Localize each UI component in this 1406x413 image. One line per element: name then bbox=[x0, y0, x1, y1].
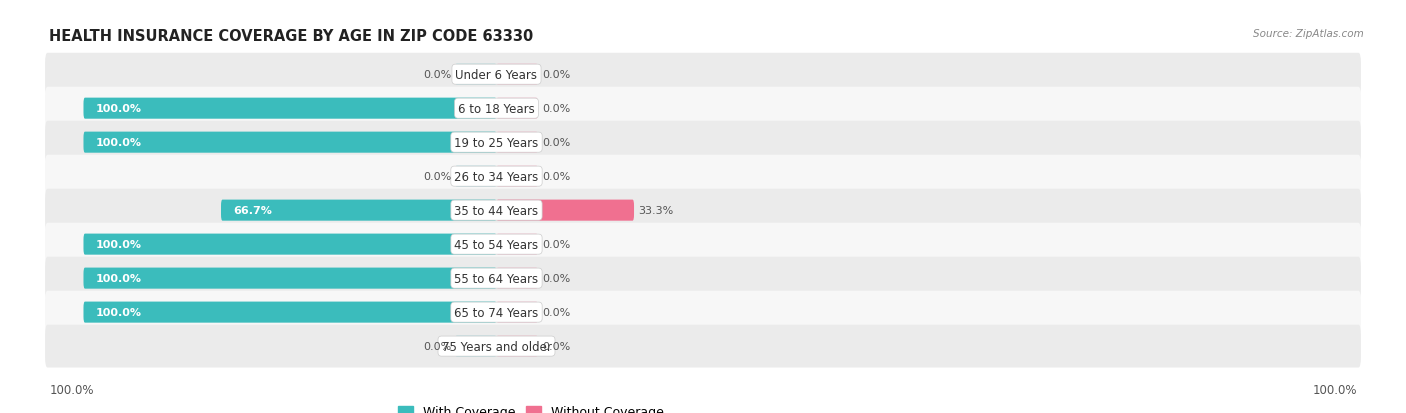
FancyBboxPatch shape bbox=[45, 88, 1361, 130]
Text: 100.0%: 100.0% bbox=[49, 384, 94, 396]
Text: 100.0%: 100.0% bbox=[96, 273, 142, 283]
FancyBboxPatch shape bbox=[83, 302, 496, 323]
FancyBboxPatch shape bbox=[496, 200, 634, 221]
Text: 100.0%: 100.0% bbox=[96, 138, 142, 148]
Text: 100.0%: 100.0% bbox=[96, 104, 142, 114]
Text: 0.0%: 0.0% bbox=[423, 70, 451, 80]
Text: 0.0%: 0.0% bbox=[541, 273, 571, 283]
FancyBboxPatch shape bbox=[45, 257, 1361, 300]
Text: HEALTH INSURANCE COVERAGE BY AGE IN ZIP CODE 63330: HEALTH INSURANCE COVERAGE BY AGE IN ZIP … bbox=[49, 29, 533, 44]
FancyBboxPatch shape bbox=[496, 132, 537, 153]
FancyBboxPatch shape bbox=[45, 189, 1361, 232]
FancyBboxPatch shape bbox=[456, 336, 496, 357]
FancyBboxPatch shape bbox=[83, 132, 496, 153]
FancyBboxPatch shape bbox=[456, 166, 496, 187]
Text: 0.0%: 0.0% bbox=[541, 307, 571, 317]
FancyBboxPatch shape bbox=[496, 166, 537, 187]
Text: 35 to 44 Years: 35 to 44 Years bbox=[454, 204, 538, 217]
Text: 0.0%: 0.0% bbox=[541, 138, 571, 148]
FancyBboxPatch shape bbox=[45, 291, 1361, 334]
Text: 65 to 74 Years: 65 to 74 Years bbox=[454, 306, 538, 319]
FancyBboxPatch shape bbox=[496, 268, 537, 289]
FancyBboxPatch shape bbox=[45, 54, 1361, 96]
Text: 66.7%: 66.7% bbox=[233, 206, 273, 216]
FancyBboxPatch shape bbox=[45, 223, 1361, 266]
Text: 0.0%: 0.0% bbox=[541, 172, 571, 182]
FancyBboxPatch shape bbox=[45, 121, 1361, 164]
Text: 0.0%: 0.0% bbox=[541, 240, 571, 249]
Text: 100.0%: 100.0% bbox=[96, 240, 142, 249]
Text: Under 6 Years: Under 6 Years bbox=[456, 69, 537, 81]
FancyBboxPatch shape bbox=[221, 200, 496, 221]
Text: 33.3%: 33.3% bbox=[638, 206, 673, 216]
FancyBboxPatch shape bbox=[496, 336, 537, 357]
Text: 6 to 18 Years: 6 to 18 Years bbox=[458, 102, 534, 115]
FancyBboxPatch shape bbox=[496, 302, 537, 323]
FancyBboxPatch shape bbox=[83, 268, 496, 289]
Text: 19 to 25 Years: 19 to 25 Years bbox=[454, 136, 538, 149]
Text: 0.0%: 0.0% bbox=[423, 341, 451, 351]
Text: Source: ZipAtlas.com: Source: ZipAtlas.com bbox=[1253, 29, 1364, 39]
FancyBboxPatch shape bbox=[456, 64, 496, 85]
FancyBboxPatch shape bbox=[496, 98, 537, 119]
FancyBboxPatch shape bbox=[83, 98, 496, 119]
FancyBboxPatch shape bbox=[83, 234, 496, 255]
Text: 45 to 54 Years: 45 to 54 Years bbox=[454, 238, 538, 251]
Text: 55 to 64 Years: 55 to 64 Years bbox=[454, 272, 538, 285]
Text: 75 Years and older: 75 Years and older bbox=[441, 340, 551, 353]
FancyBboxPatch shape bbox=[496, 64, 537, 85]
FancyBboxPatch shape bbox=[45, 325, 1361, 368]
FancyBboxPatch shape bbox=[45, 155, 1361, 198]
Text: 100.0%: 100.0% bbox=[96, 307, 142, 317]
Text: 100.0%: 100.0% bbox=[1312, 384, 1357, 396]
FancyBboxPatch shape bbox=[496, 234, 537, 255]
Text: 0.0%: 0.0% bbox=[541, 104, 571, 114]
Text: 0.0%: 0.0% bbox=[423, 172, 451, 182]
Text: 0.0%: 0.0% bbox=[541, 70, 571, 80]
Text: 26 to 34 Years: 26 to 34 Years bbox=[454, 170, 538, 183]
Text: 0.0%: 0.0% bbox=[541, 341, 571, 351]
Legend: With Coverage, Without Coverage: With Coverage, Without Coverage bbox=[394, 401, 669, 413]
